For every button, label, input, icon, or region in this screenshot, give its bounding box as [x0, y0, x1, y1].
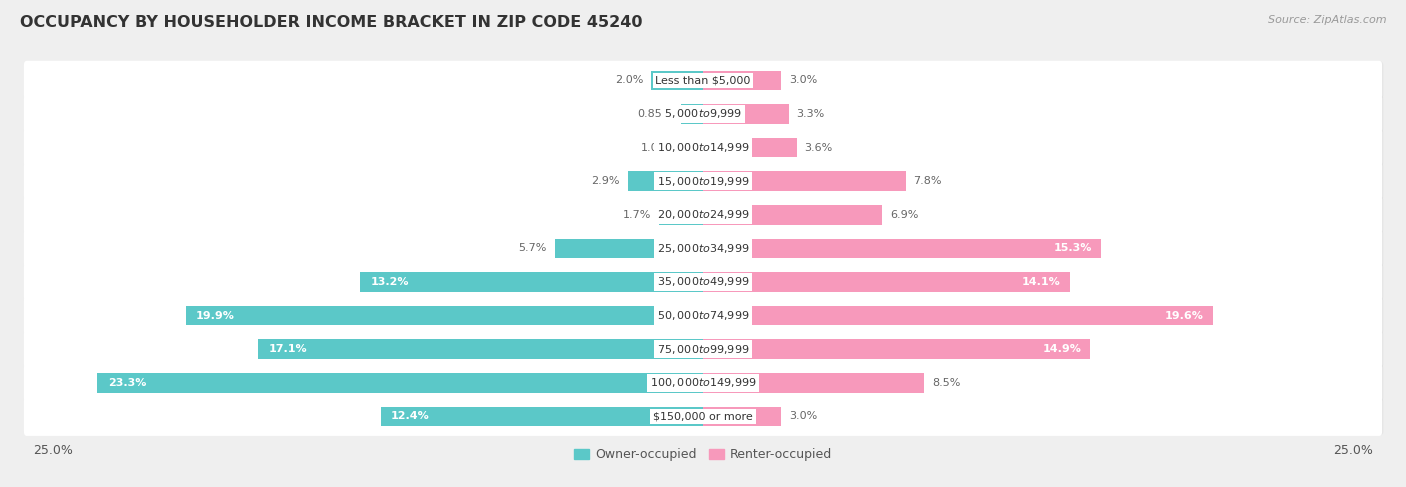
Bar: [627, 171, 703, 191]
Text: 19.9%: 19.9%: [195, 311, 235, 320]
Text: $10,000 to $14,999: $10,000 to $14,999: [657, 141, 749, 154]
Bar: [703, 205, 883, 225]
FancyBboxPatch shape: [25, 297, 1384, 335]
FancyBboxPatch shape: [25, 129, 1384, 167]
Text: $150,000 or more: $150,000 or more: [654, 412, 752, 421]
Text: 13.2%: 13.2%: [370, 277, 409, 287]
Text: 1.0%: 1.0%: [641, 143, 669, 152]
Bar: [703, 71, 780, 90]
Text: $20,000 to $24,999: $20,000 to $24,999: [657, 208, 749, 221]
Bar: [703, 306, 1212, 325]
Text: 19.6%: 19.6%: [1164, 311, 1204, 320]
Text: 14.1%: 14.1%: [1022, 277, 1060, 287]
Bar: [360, 272, 703, 292]
Bar: [259, 339, 703, 359]
Text: 23.3%: 23.3%: [108, 378, 146, 388]
FancyBboxPatch shape: [24, 229, 1382, 268]
Text: 5.7%: 5.7%: [519, 244, 547, 253]
Text: 2.9%: 2.9%: [592, 176, 620, 186]
Text: $15,000 to $19,999: $15,000 to $19,999: [657, 175, 749, 187]
Text: 1.7%: 1.7%: [623, 210, 651, 220]
Bar: [703, 104, 789, 124]
Text: 12.4%: 12.4%: [391, 412, 430, 421]
Bar: [651, 71, 703, 90]
Bar: [703, 171, 905, 191]
FancyBboxPatch shape: [24, 262, 1382, 301]
Text: 8.5%: 8.5%: [932, 378, 960, 388]
FancyBboxPatch shape: [24, 128, 1382, 167]
FancyBboxPatch shape: [25, 95, 1384, 133]
FancyBboxPatch shape: [24, 195, 1382, 234]
Bar: [703, 138, 797, 157]
Text: 0.85%: 0.85%: [638, 109, 673, 119]
Text: $50,000 to $74,999: $50,000 to $74,999: [657, 309, 749, 322]
FancyBboxPatch shape: [25, 397, 1384, 435]
Text: 7.8%: 7.8%: [914, 176, 942, 186]
Text: $5,000 to $9,999: $5,000 to $9,999: [664, 108, 742, 120]
Text: OCCUPANCY BY HOUSEHOLDER INCOME BRACKET IN ZIP CODE 45240: OCCUPANCY BY HOUSEHOLDER INCOME BRACKET …: [20, 15, 643, 30]
Bar: [678, 138, 703, 157]
Bar: [703, 373, 924, 393]
FancyBboxPatch shape: [25, 61, 1384, 99]
Text: 3.6%: 3.6%: [804, 143, 832, 152]
Text: Less than $5,000: Less than $5,000: [655, 75, 751, 85]
Text: 3.0%: 3.0%: [789, 75, 817, 85]
Bar: [555, 239, 703, 258]
Text: 2.0%: 2.0%: [614, 75, 643, 85]
Bar: [186, 306, 703, 325]
Text: 15.3%: 15.3%: [1053, 244, 1091, 253]
Bar: [703, 272, 1070, 292]
Text: 3.3%: 3.3%: [797, 109, 825, 119]
Bar: [381, 407, 703, 426]
FancyBboxPatch shape: [25, 330, 1384, 368]
Text: 6.9%: 6.9%: [890, 210, 918, 220]
FancyBboxPatch shape: [25, 364, 1384, 402]
Text: Source: ZipAtlas.com: Source: ZipAtlas.com: [1268, 15, 1386, 25]
Text: $75,000 to $99,999: $75,000 to $99,999: [657, 343, 749, 356]
Text: 17.1%: 17.1%: [269, 344, 308, 354]
FancyBboxPatch shape: [24, 162, 1382, 201]
FancyBboxPatch shape: [24, 397, 1382, 436]
Bar: [703, 239, 1101, 258]
Bar: [703, 339, 1091, 359]
FancyBboxPatch shape: [25, 196, 1384, 234]
Bar: [681, 104, 703, 124]
FancyBboxPatch shape: [25, 263, 1384, 301]
Text: 14.9%: 14.9%: [1042, 344, 1081, 354]
FancyBboxPatch shape: [24, 296, 1382, 335]
Bar: [703, 407, 780, 426]
FancyBboxPatch shape: [24, 330, 1382, 369]
FancyBboxPatch shape: [24, 61, 1382, 100]
FancyBboxPatch shape: [24, 363, 1382, 402]
Bar: [97, 373, 703, 393]
Text: 3.0%: 3.0%: [789, 412, 817, 421]
Legend: Owner-occupied, Renter-occupied: Owner-occupied, Renter-occupied: [568, 443, 838, 466]
FancyBboxPatch shape: [25, 229, 1384, 267]
FancyBboxPatch shape: [24, 94, 1382, 133]
Text: $35,000 to $49,999: $35,000 to $49,999: [657, 276, 749, 288]
Bar: [659, 205, 703, 225]
Text: $100,000 to $149,999: $100,000 to $149,999: [650, 376, 756, 389]
Text: $25,000 to $34,999: $25,000 to $34,999: [657, 242, 749, 255]
FancyBboxPatch shape: [25, 162, 1384, 200]
